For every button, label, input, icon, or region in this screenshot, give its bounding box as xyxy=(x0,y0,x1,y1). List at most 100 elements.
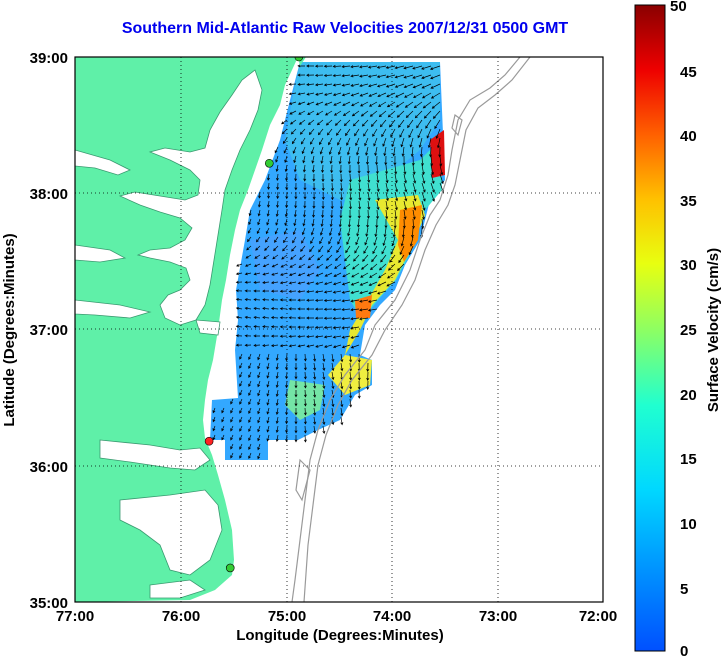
velocity-arrow xyxy=(350,317,360,321)
velocity-arrow xyxy=(383,146,387,157)
velocity-arrow xyxy=(334,119,342,126)
velocity-arrow xyxy=(321,200,325,210)
colorbar-label: Surface Velocity (cm/s) xyxy=(705,248,722,412)
y-axis-label: Latitude (Degrees:Minutes) xyxy=(1,233,18,426)
velocity-arrow xyxy=(274,227,279,235)
velocity-arrow xyxy=(294,434,298,443)
velocity-arrow xyxy=(339,200,343,210)
velocity-arrow xyxy=(262,263,270,268)
velocity-arrow xyxy=(412,173,417,184)
velocity-arrow xyxy=(306,316,315,320)
velocity-arrow xyxy=(312,182,316,191)
velocity-arrow xyxy=(350,290,360,294)
velocity-arrow xyxy=(328,236,333,245)
velocity-arrow xyxy=(368,92,378,97)
velocity-arrow xyxy=(315,281,324,285)
velocity-arrow xyxy=(294,380,298,389)
velocity-arrow xyxy=(308,128,315,136)
velocity-arrow xyxy=(350,74,360,78)
velocity-arrow xyxy=(279,298,288,302)
velocity-arrow xyxy=(248,380,252,388)
velocity-arrow xyxy=(398,254,405,264)
velocity-arrow xyxy=(411,218,415,230)
velocity-arrow xyxy=(257,371,261,379)
velocity-arrow xyxy=(239,398,243,405)
velocity-arrow xyxy=(315,344,324,348)
velocity-arrow xyxy=(248,416,252,424)
velocity-arrow xyxy=(343,119,351,127)
y-tick-label: 37:00 xyxy=(30,322,68,339)
velocity-arrow xyxy=(262,298,270,302)
velocity-arrow xyxy=(316,110,324,116)
velocity-arrow xyxy=(294,353,298,362)
velocity-arrow xyxy=(403,74,414,79)
velocity-arrow xyxy=(288,272,297,276)
velocity-arrow xyxy=(247,236,252,243)
velocity-arrow xyxy=(377,101,387,107)
velocity-arrow xyxy=(288,325,297,329)
velocity-arrow xyxy=(306,281,315,285)
velocity-arrow xyxy=(372,128,378,137)
velocity-arrow xyxy=(266,425,270,433)
velocity-arrow xyxy=(436,137,441,149)
velocity-arrow xyxy=(401,146,405,157)
velocity-arrow xyxy=(403,191,408,202)
velocity-arrow xyxy=(338,218,342,228)
velocity-arrow xyxy=(313,353,317,362)
x-tick-label: 74:00 xyxy=(373,608,411,625)
velocity-arrow xyxy=(253,298,261,302)
velocity-arrow xyxy=(371,254,378,263)
velocity-arrow xyxy=(375,155,379,166)
velocity-arrow xyxy=(321,173,325,183)
velocity-arrow xyxy=(306,335,315,339)
velocity-arrow xyxy=(341,335,351,339)
velocity-arrow xyxy=(275,155,279,163)
velocity-arrow xyxy=(385,83,396,88)
velocity-arrow xyxy=(416,119,423,129)
x-axis-ticks: 77:00 76:00 75:00 74:00 73:00 72:00 xyxy=(56,608,617,625)
velocity-arrow xyxy=(281,128,288,135)
velocity-arrow xyxy=(265,236,270,243)
velocity-arrow xyxy=(403,173,407,184)
velocity-arrow xyxy=(256,236,261,243)
velocity-arrow xyxy=(294,182,298,191)
velocity-arrow xyxy=(403,65,414,70)
velocity-arrow xyxy=(393,218,397,229)
velocity-arrow xyxy=(270,289,279,293)
velocity-arrow xyxy=(390,245,396,255)
velocity-arrow xyxy=(289,110,297,115)
velocity-arrow xyxy=(273,245,279,252)
pamlico-sound-south xyxy=(149,579,206,599)
velocity-arrow xyxy=(383,227,387,238)
velocity-arrow xyxy=(399,245,405,255)
velocity-arrow xyxy=(404,101,414,108)
velocity-arrow xyxy=(331,353,335,363)
velocity-arrow xyxy=(322,371,326,380)
velocity-arrow xyxy=(359,299,369,303)
velocity-arrow xyxy=(265,227,270,235)
velocity-arrow xyxy=(288,307,297,311)
velocity-arrow xyxy=(284,164,288,173)
velocity-arrow xyxy=(239,353,243,360)
velocity-arrow xyxy=(314,64,324,68)
velocity-arrow xyxy=(267,191,271,199)
velocity-arrow xyxy=(276,182,280,191)
velocity-arrow xyxy=(230,407,234,414)
velocity-arrow xyxy=(323,290,333,294)
velocity-arrow xyxy=(319,227,324,236)
velocity-arrow xyxy=(376,209,380,220)
velocity-arrow xyxy=(257,416,261,424)
velocity-arrow xyxy=(253,334,261,338)
velocity-arrow xyxy=(341,281,351,286)
velocity-arrow xyxy=(303,173,307,182)
velocity-arrow xyxy=(385,182,389,193)
velocity-arrow xyxy=(293,218,297,227)
velocity-arrow xyxy=(367,200,371,210)
velocity-arrow xyxy=(333,101,342,106)
velocity-arrow xyxy=(341,290,351,294)
velocity-arrow xyxy=(244,272,252,276)
velocity-arrow xyxy=(297,64,306,68)
velocity-arrow xyxy=(427,137,432,149)
velocity-arrow xyxy=(354,128,360,137)
velocity-arrow xyxy=(360,101,369,107)
